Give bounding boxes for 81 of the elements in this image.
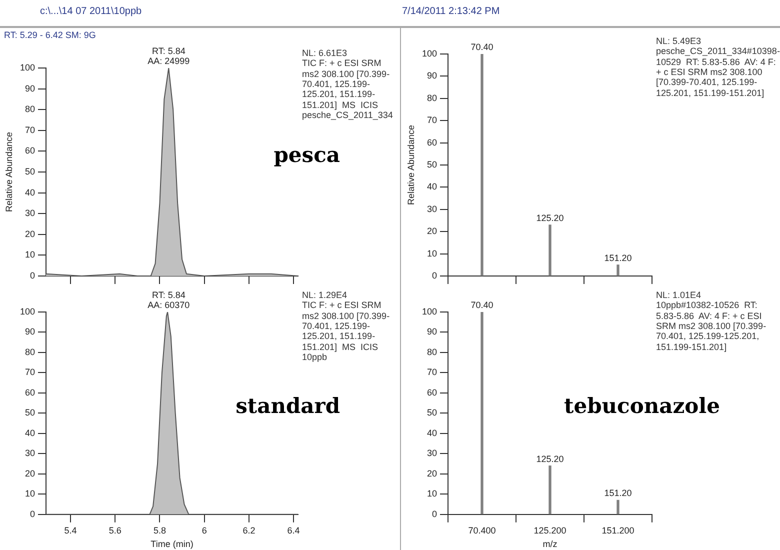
y-tick-label: 60 [24,387,35,398]
y-tick-label: 10 [24,488,35,499]
y-tick-label: 70 [24,124,35,135]
y-tick-label: 10 [426,488,437,499]
annotation: 70.40 [470,42,494,52]
x-tick-label: 6.2 [242,525,256,536]
bar [616,264,620,276]
annotation: 70.40 [470,300,494,310]
y-tick-label: 0 [432,270,437,280]
y-tick-label: 80 [426,346,437,357]
y-tick-label: 80 [426,92,437,103]
y-tick-label: 20 [426,468,437,478]
x-tick-label: 5.6 [108,525,122,536]
x-axis-title: m/z [542,539,558,550]
y-tick-label: 0 [30,508,35,519]
y-tick-label: 20 [24,468,35,478]
y-axis-title: Relative Abundance [406,124,416,206]
text: NL: 1.01E4 10ppb#10382-10526 RT: 5.83-5.86 AV: 4 F: + c ESI SRM ms2 308.100 [70.399-70.401, 125.199-125.201, 151.199-151.201] [656,290,768,352]
annotation: standard [236,392,340,418]
y-tick-label: 80 [24,104,35,114]
y-tick-label: 80 [24,346,35,357]
x-tick-label: 6 [202,525,207,536]
y-tick-label: 30 [426,448,437,458]
x-tick-label: 70.400 [468,525,496,536]
y-tick-label: 40 [426,428,437,438]
y-tick-label: 50 [24,166,35,176]
y-tick-label: 90 [24,326,35,337]
text: NL: 5.49E3 pesche_CS_2011_334#10398-10529 RT: 5.83-5.86 AV: 4 F: + c ESI SRM ms2 308.100 [70.399-70.401, 125.199-125.201, 151.199-151.201] [656,36,780,98]
annotation: 125.20 [536,454,564,464]
y-tick-label: 50 [426,408,437,418]
y-tick-label: 50 [24,408,35,418]
annotation: 151.20 [604,252,632,263]
bar [616,500,620,514]
y-tick-label: 20 [24,228,35,239]
y-tick-label: 90 [426,326,437,337]
y-tick-label: 30 [426,204,437,214]
y-tick-label: 90 [426,70,437,81]
y-tick-label: 40 [24,428,35,438]
y-tick-label: 30 [24,208,35,218]
x-tick-label: 5.4 [64,525,77,536]
y-axis-title: Relative Abundance [4,132,14,212]
annotation: tebuconazole [564,392,720,418]
x-tick-label: 5.8 [153,525,166,536]
y-tick-label: 70 [426,115,437,126]
annotation: pesca [274,142,340,167]
y-tick-label: 100 [422,48,437,58]
y-tick-label: 100 [422,306,437,316]
y-tick-label: 20 [426,226,437,236]
bar [480,312,484,514]
text: NL: 6.61E3 TIC F: + c ESI SRM ms2 308.100 [70.399-70.401, 125.199-125.201, 151.199-151.201] MS ICIS pesche_CS_2011_334 [302,48,394,120]
y-tick-label: 90 [24,83,35,94]
bar [480,54,484,276]
y-tick-label: 100 [20,306,35,316]
y-tick-label: 10 [24,250,35,260]
annotation: 151.20 [604,488,632,498]
bar [548,465,552,514]
annotation: RT: 5.84 AA: 60370 [148,290,190,310]
text: NL: 1.29E4 TIC F: + c ESI SRM ms2 308.100 [70.399-70.401, 125.199-125.201, 151.199-151.201] MS ICIS 10ppb [302,290,391,362]
y-tick-label: 100 [20,62,35,72]
y-tick-label: 60 [426,137,437,148]
y-tick-label: 0 [432,508,437,519]
annotation: 125.20 [536,212,564,223]
y-tick-label: 0 [30,270,35,280]
y-tick-label: 30 [24,448,35,458]
y-tick-label: 70 [24,367,35,378]
x-tick-label: 125.200 [534,525,566,536]
y-tick-label: 60 [24,146,35,156]
x-axis-title: Time (min) [150,539,194,550]
bar [548,224,552,276]
y-tick-label: 50 [426,159,437,170]
y-tick-label: 10 [426,248,437,258]
chart-subtitle: RT: 5.29 - 6.42 SM: 9G [4,30,96,40]
chart-title: 7/14/2011 2:13:42 PM [402,6,500,17]
x-tick-label: 6.4 [287,525,300,536]
chart-title: c:\...\14 07 2011\10ppb [40,6,142,17]
annotation: RT: 5.84 AA: 24999 [148,46,190,66]
y-tick-label: 40 [24,187,35,198]
y-tick-label: 40 [426,182,437,192]
y-tick-label: 70 [426,367,437,378]
x-tick-label: 151.200 [602,525,634,536]
y-tick-label: 60 [426,387,437,398]
